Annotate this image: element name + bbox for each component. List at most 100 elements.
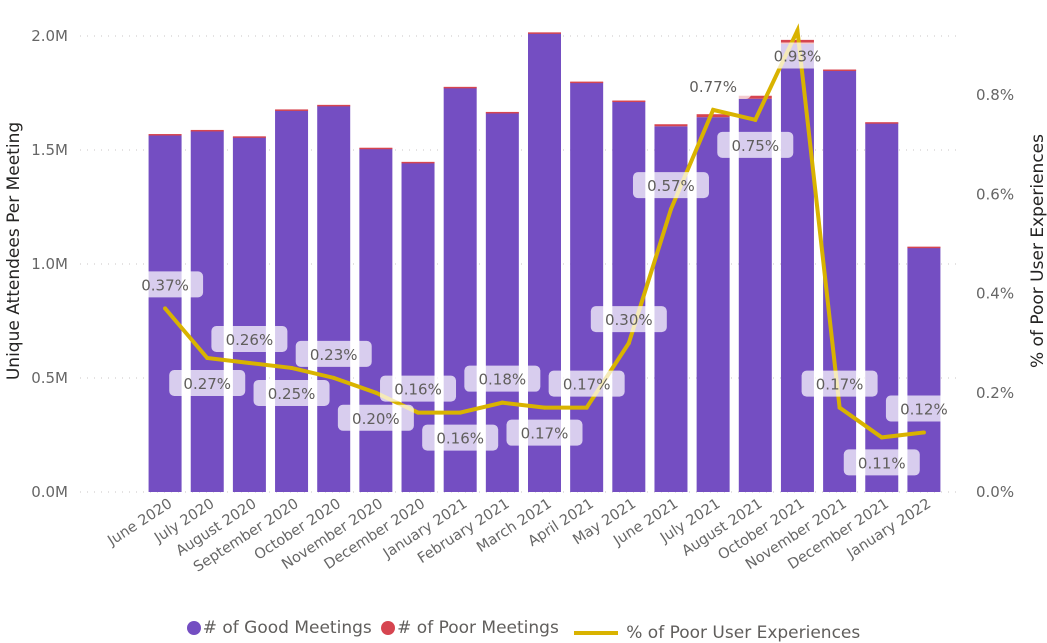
y-tick-label: 0.0M [31, 483, 68, 501]
bar-poor-meetings[interactable] [865, 122, 899, 124]
data-label-background [295, 340, 372, 367]
data-label-background [464, 365, 541, 392]
data-label: 0.17% [521, 425, 569, 443]
bar-good-meetings[interactable] [823, 70, 857, 492]
y-tick-label: 2.0M [31, 27, 68, 45]
data-label: 0.23% [310, 346, 358, 364]
data-label: 0.16% [394, 381, 442, 399]
legend-item-poor-ux[interactable]: % of Poor User Experiences [568, 623, 860, 643]
bar-good-meetings[interactable] [317, 105, 351, 492]
data-label: 0.17% [816, 376, 864, 394]
line-point[interactable] [458, 410, 463, 415]
y2-tick-label: 0.2% [976, 384, 1014, 402]
bar-poor-meetings[interactable] [696, 114, 730, 118]
bar-good-meetings[interactable] [780, 43, 814, 492]
y2-tick-label: 0.6% [976, 185, 1014, 203]
data-label-background [759, 42, 836, 69]
bar-poor-meetings[interactable] [232, 136, 266, 138]
bar-poor-meetings[interactable] [528, 32, 561, 34]
data-label-background [422, 424, 499, 451]
data-label: 0.11% [858, 454, 906, 472]
bar-poor-meetings[interactable] [738, 95, 772, 99]
data-label: 0.12% [900, 400, 948, 418]
y2-axis-ticks: 0.0% 0.2% 0.4% 0.6% 0.8% [976, 86, 1014, 501]
line-point[interactable] [837, 405, 842, 410]
line-point[interactable] [205, 356, 210, 361]
legend-poor-dot-icon [381, 621, 396, 635]
data-labels: 0.37% 0.27% 0.26% 0.25% 0.23% 0.20% 0.16% 0.16%… [127, 42, 962, 476]
bar-poor-meetings[interactable] [317, 104, 351, 107]
line-point[interactable] [542, 405, 547, 410]
y-tick-label: 1.5M [31, 141, 68, 159]
bar-good-meetings[interactable] [738, 98, 772, 492]
data-label: 0.26% [226, 331, 274, 349]
line-point[interactable] [163, 306, 168, 311]
data-label-background [590, 306, 667, 333]
bar-poor-meetings[interactable] [823, 69, 857, 72]
data-label-background [675, 72, 752, 99]
line-point[interactable] [921, 430, 926, 435]
line-point[interactable] [584, 405, 589, 410]
y2-tick-label: 0.4% [976, 285, 1014, 303]
bar-good-meetings[interactable] [359, 148, 393, 493]
line-point[interactable] [668, 207, 673, 212]
bar-poor-meetings[interactable] [570, 81, 604, 84]
y2-tick-label: 0.0% [976, 483, 1014, 501]
line-point[interactable] [416, 410, 421, 415]
data-label: 0.20% [352, 410, 400, 428]
bar-good-meetings[interactable] [232, 137, 266, 492]
data-label-background [380, 375, 457, 402]
data-label-background [885, 395, 962, 422]
data-label-background [211, 325, 288, 352]
combo-chart: 0.37% 0.27% 0.26% 0.25% 0.23% 0.20% 0.16% 0.16%… [4, 23, 1047, 576]
legend-item-good-meetings[interactable]: # of Good Meetings [186, 618, 372, 638]
line-point[interactable] [289, 365, 294, 370]
data-label: 0.16% [436, 430, 484, 448]
line-point[interactable] [247, 360, 252, 365]
bar-poor-meetings[interactable] [443, 86, 477, 89]
y-axis-title: Unique Attendees Per Meeting [4, 122, 24, 380]
bar-poor-meetings[interactable] [485, 111, 519, 114]
bar-good-meetings[interactable] [190, 130, 224, 492]
bar-poor-meetings[interactable] [148, 134, 182, 136]
data-label-background [717, 131, 794, 158]
data-label: 0.75% [731, 137, 779, 155]
legend-good-dot-icon [186, 621, 201, 635]
y-axis-ticks: 0.0M 0.5M 1.0M 1.5M 2.0M [31, 27, 68, 501]
bar-good-meetings[interactable] [148, 135, 182, 492]
line-point[interactable] [626, 341, 631, 346]
legend-item-poor-meetings[interactable]: # of Poor Meetings [381, 618, 559, 638]
bar-good-meetings[interactable] [612, 101, 646, 492]
bar-poor-meetings[interactable] [907, 246, 941, 249]
line-point[interactable] [753, 117, 758, 122]
y-tick-label: 1.0M [31, 255, 68, 273]
line-point[interactable] [373, 390, 378, 395]
bar-good-meetings[interactable] [528, 33, 561, 492]
bar-good-meetings[interactable] [443, 87, 477, 492]
bar-poor-meetings[interactable] [612, 100, 646, 103]
line-series [163, 23, 926, 440]
line-point[interactable] [500, 400, 505, 405]
bar-poor-meetings[interactable] [275, 109, 309, 111]
legend-label: % of Poor User Experiences [626, 623, 861, 643]
legend-line-icon [574, 631, 619, 635]
data-label-background [127, 271, 204, 298]
bar-poor-meetings[interactable] [654, 124, 688, 127]
bar-poor-meetings[interactable] [359, 147, 393, 150]
bar-poor-meetings[interactable] [401, 161, 435, 164]
data-label: 0.77% [689, 78, 737, 96]
bar-good-meetings[interactable] [275, 110, 309, 492]
line-point[interactable] [795, 28, 800, 33]
data-label-background [548, 370, 625, 397]
bar-poor-meetings[interactable] [190, 129, 224, 132]
data-label: 0.37% [141, 276, 189, 294]
line-point[interactable] [879, 435, 884, 440]
line-point[interactable] [331, 375, 336, 380]
legend: # of Good Meetings # of Poor Meetings % … [0, 618, 1047, 643]
data-label: 0.30% [605, 311, 653, 329]
y2-tick-label: 0.8% [976, 86, 1014, 104]
line-point[interactable] [711, 107, 716, 112]
data-label: 0.27% [183, 375, 231, 393]
data-label-background [801, 370, 878, 397]
